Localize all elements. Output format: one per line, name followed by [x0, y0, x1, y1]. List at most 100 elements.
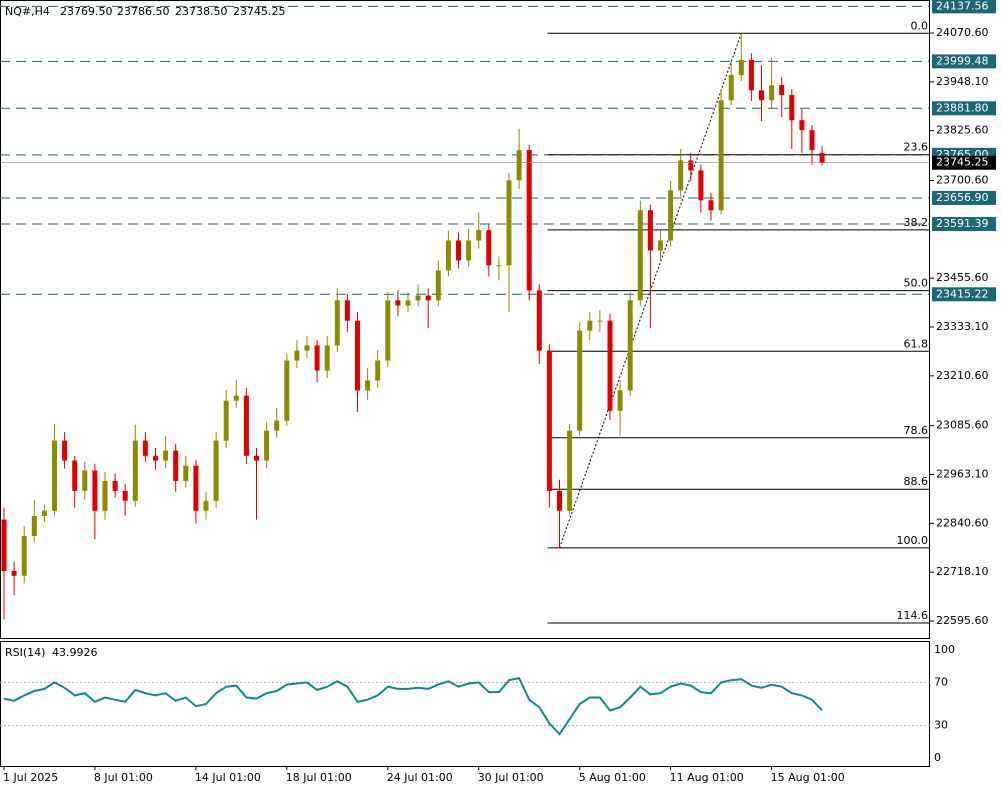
candle-body: [557, 490, 562, 511]
candle-body: [355, 320, 360, 391]
candle-body: [142, 440, 148, 456]
candle-body: [314, 345, 320, 371]
ohlc-label: 23786.50: [117, 5, 170, 18]
candle-body: [132, 440, 138, 501]
candle-body: [789, 95, 795, 121]
candle-body: [1, 519, 7, 571]
candle-body: [536, 290, 542, 351]
candle-body: [516, 150, 522, 181]
candle-body: [112, 480, 118, 491]
candle-body: [688, 160, 694, 171]
candle-body: [445, 240, 451, 271]
candle-body: [31, 515, 37, 536]
candle-body: [718, 100, 724, 211]
candle-body: [284, 360, 290, 421]
candle-body: [627, 300, 633, 391]
rsi-line: [3, 676, 823, 736]
candle-body: [678, 160, 684, 191]
candle-body: [769, 85, 775, 101]
candle-body: [365, 380, 371, 391]
candle-body: [264, 430, 270, 461]
level-label-bg: [932, 101, 996, 116]
y-tick-label: 22963.10: [936, 467, 989, 480]
x-tick-label: 8 Jul 01:00: [94, 771, 153, 784]
candle-body: [748, 59, 754, 91]
candle-body: [647, 210, 653, 251]
fib-label: 78.6: [904, 424, 929, 437]
rsi-tick-label: 100: [934, 643, 955, 656]
x-tick-label: 11 Aug 01:00: [670, 771, 744, 784]
candle-body: [334, 300, 340, 346]
candle-body: [597, 320, 603, 322]
y-tick-label: 23948.10: [936, 75, 989, 88]
y-tick-label: 23085.60: [936, 419, 989, 432]
candle-body: [587, 320, 593, 331]
candle-body: [92, 470, 98, 511]
candle-body: [405, 300, 411, 306]
ohlc-label: 23769.50: [60, 5, 113, 18]
candle-body: [607, 320, 613, 411]
fib-label: 114.6: [897, 609, 929, 622]
fib-label: 88.6: [904, 475, 929, 488]
rsi-tick-label: 0: [934, 751, 941, 764]
y-tick-label: 24070.60: [936, 26, 989, 39]
candle-body: [415, 295, 421, 301]
candle-body: [233, 395, 239, 401]
candle-body: [122, 490, 128, 501]
candle-body: [506, 180, 512, 266]
level-label: 24137.56: [936, 0, 989, 12]
level-label-bg: [932, 190, 996, 205]
candle-body: [163, 450, 169, 461]
candle-body: [62, 440, 68, 461]
candle-body: [577, 330, 583, 431]
level-label: 23656.90: [936, 191, 989, 204]
candle-body: [658, 240, 663, 251]
candle-body: [698, 170, 704, 201]
candle-body: [779, 85, 785, 96]
x-tick-label: 30 Jul 01:00: [478, 771, 544, 784]
candle-body: [759, 90, 764, 101]
y-tick-label: 23210.60: [936, 369, 989, 382]
fib-label: 23.6: [904, 141, 929, 154]
symbol: NQ#,H4: [5, 5, 50, 18]
candle-body: [193, 465, 199, 511]
fib-label: 100.0: [897, 534, 929, 547]
candle-body: [395, 300, 401, 306]
y-tick-label: 22595.60: [936, 614, 989, 627]
fib-label: 38.2: [904, 216, 929, 229]
candle-body: [738, 59, 744, 76]
candle-body: [456, 240, 461, 261]
candle-body: [294, 350, 300, 361]
ohlc-label: 23745.25: [233, 5, 286, 18]
rsi-title: RSI(14): [5, 646, 45, 659]
candle-body: [476, 230, 482, 241]
candle-body: [102, 480, 108, 511]
level-label: 23881.80: [936, 101, 989, 114]
rsi-tick-label: 70: [934, 675, 948, 688]
fib-label: 50.0: [904, 277, 929, 290]
level-label-bg: [932, 287, 996, 302]
candle-body: [486, 230, 492, 266]
candle-body: [11, 570, 17, 576]
y-tick-label: 22718.10: [936, 565, 989, 578]
candle-body: [567, 430, 573, 511]
candle-body: [617, 390, 623, 411]
candle-body: [173, 450, 179, 481]
x-tick-label: 5 Aug 01:00: [579, 771, 646, 784]
price-label: 23745.25: [936, 156, 989, 169]
level-label-bg: [932, 54, 996, 69]
candle-body: [344, 300, 350, 321]
candle-body: [324, 345, 330, 371]
y-tick-label: 22840.60: [936, 516, 989, 529]
candle-body: [809, 130, 815, 151]
level-label-bg: [932, 0, 996, 14]
candle-body: [637, 210, 643, 301]
candle-body: [153, 455, 158, 461]
candle-body: [385, 300, 391, 361]
candle-body: [375, 360, 381, 381]
candle-body: [274, 420, 280, 431]
fib-label: 0.0: [911, 19, 929, 32]
candle-body: [72, 460, 78, 491]
candle-body: [41, 510, 47, 516]
